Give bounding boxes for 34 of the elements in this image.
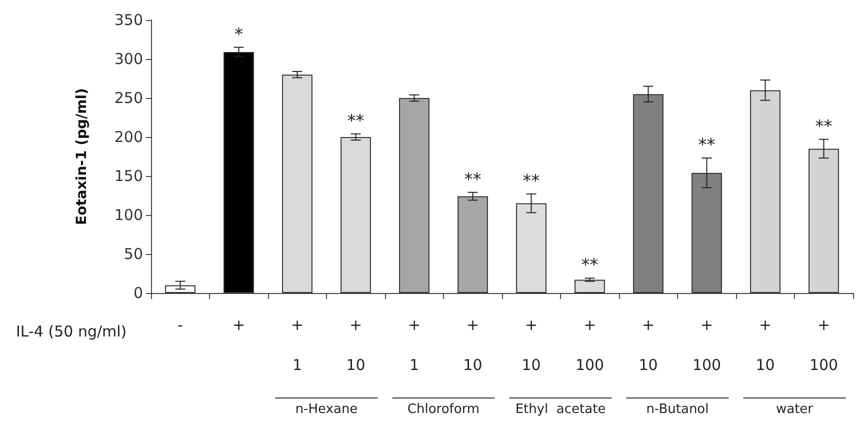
x-tick-label: + [232, 316, 246, 334]
data-label: ** [347, 111, 364, 132]
y-axis-title: Eotaxin-1 (pg/ml) [74, 88, 90, 225]
y-tick-label: 200 [114, 128, 143, 146]
category-label: + 10 [463, 316, 482, 374]
y-tick-label: 100 [114, 206, 143, 224]
text: n-Hexane [295, 402, 358, 417]
category-label: + 10 [638, 316, 658, 374]
text: Chloroform [407, 402, 480, 417]
data-label: * [234, 24, 243, 45]
category-label: + 10 [346, 316, 366, 374]
category-label: + 100 [809, 316, 838, 374]
text: IL-4 (50 ng/ml) [16, 322, 127, 340]
y-tick-label: 50 [124, 245, 143, 263]
category-label: + 100 [692, 316, 722, 374]
y-tick-label: 0 [133, 284, 143, 302]
category-label: + 1 [408, 316, 421, 374]
data-label: ** [581, 256, 598, 276]
data-label: ** [464, 170, 482, 190]
category-label: + 1 [290, 316, 304, 374]
data-label: ** [815, 116, 832, 137]
data-label: ** [698, 136, 716, 156]
data-label: ** [522, 171, 540, 192]
y-tick-label: 350 [114, 11, 143, 29]
category-label: + 10 [522, 316, 541, 374]
text: n-Butanol [646, 402, 709, 417]
text: water [776, 402, 814, 417]
text: Ethyl acetate [515, 402, 606, 417]
category-label: + 10 [756, 316, 775, 374]
y-tick-label: 300 [114, 50, 143, 68]
y-tick-label: 250 [114, 89, 143, 107]
x-tick-label: - [178, 316, 183, 334]
y-tick-label: 150 [114, 167, 143, 185]
category-label: + 100 [575, 316, 604, 374]
